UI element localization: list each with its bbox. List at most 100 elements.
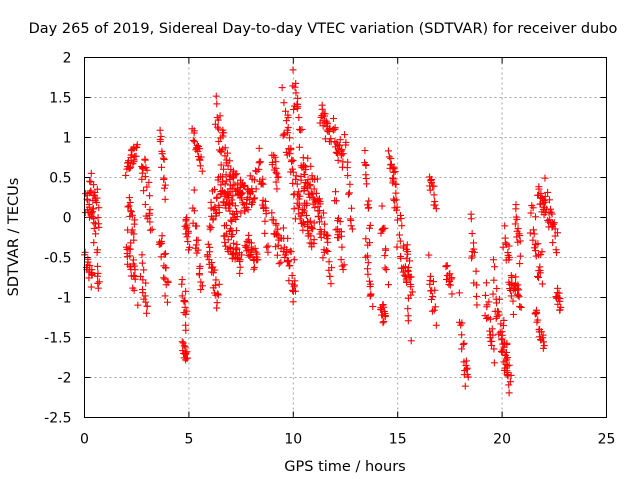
data-point bbox=[247, 239, 255, 247]
data-point bbox=[516, 252, 524, 260]
data-point bbox=[427, 179, 435, 187]
data-point bbox=[273, 230, 281, 238]
data-point bbox=[178, 338, 186, 346]
data-point bbox=[237, 191, 245, 199]
data-point bbox=[190, 207, 198, 215]
data-point bbox=[396, 237, 404, 245]
data-point bbox=[272, 178, 280, 186]
data-point bbox=[382, 246, 390, 254]
data-point bbox=[321, 112, 329, 120]
data-point bbox=[212, 92, 220, 100]
data-point bbox=[261, 217, 269, 225]
data-point bbox=[473, 292, 481, 300]
data-point bbox=[482, 279, 490, 287]
data-point bbox=[535, 183, 543, 191]
data-point bbox=[250, 195, 258, 203]
data-point bbox=[393, 203, 401, 211]
data-point bbox=[279, 132, 287, 140]
data-point bbox=[251, 176, 259, 184]
data-point bbox=[213, 304, 221, 312]
data-point bbox=[407, 283, 415, 291]
data-point bbox=[182, 310, 190, 318]
data-point bbox=[458, 345, 466, 353]
data-point bbox=[142, 279, 150, 287]
x-tick-label: 25 bbox=[598, 432, 616, 448]
data-point bbox=[362, 161, 370, 169]
y-tick-label: 1 bbox=[63, 131, 72, 147]
data-point bbox=[81, 248, 89, 256]
data-point bbox=[308, 190, 316, 198]
data-point bbox=[332, 197, 340, 205]
data-point bbox=[293, 180, 301, 188]
data-point bbox=[273, 170, 281, 178]
data-point bbox=[95, 204, 103, 212]
data-point bbox=[227, 232, 235, 240]
data-point bbox=[334, 141, 342, 149]
data-point bbox=[339, 266, 347, 274]
data-point bbox=[84, 258, 92, 266]
data-point bbox=[404, 305, 412, 313]
data-point bbox=[387, 155, 395, 163]
data-point bbox=[131, 275, 139, 283]
data-point bbox=[273, 251, 281, 259]
data-point bbox=[303, 222, 311, 230]
data-point bbox=[536, 263, 544, 271]
data-point bbox=[292, 175, 300, 183]
data-point bbox=[516, 303, 524, 311]
data-point bbox=[344, 190, 352, 198]
data-point bbox=[158, 232, 166, 240]
data-point bbox=[539, 334, 547, 342]
data-point bbox=[215, 208, 223, 216]
data-point bbox=[229, 210, 237, 218]
data-point bbox=[431, 303, 439, 311]
data-point bbox=[86, 177, 94, 185]
data-point bbox=[514, 292, 522, 300]
data-point bbox=[501, 222, 509, 230]
data-point bbox=[159, 154, 167, 162]
data-point bbox=[214, 123, 222, 131]
data-point bbox=[217, 181, 225, 189]
data-point bbox=[141, 173, 149, 181]
data-point bbox=[92, 230, 100, 238]
data-point bbox=[468, 230, 476, 238]
data-point bbox=[397, 252, 405, 260]
data-point bbox=[259, 180, 267, 188]
data-point bbox=[228, 217, 236, 225]
x-tick-label: 20 bbox=[493, 432, 511, 448]
data-point bbox=[291, 287, 299, 295]
data-point bbox=[158, 147, 166, 155]
data-point bbox=[130, 272, 138, 280]
data-point bbox=[307, 217, 315, 225]
data-point bbox=[289, 298, 297, 306]
data-point bbox=[300, 161, 308, 169]
data-point bbox=[142, 298, 150, 306]
data-point bbox=[241, 207, 249, 215]
data-point bbox=[365, 197, 373, 205]
data-point bbox=[211, 281, 219, 289]
data-point bbox=[425, 251, 433, 259]
data-point bbox=[348, 225, 356, 233]
data-point bbox=[232, 207, 240, 215]
data-point bbox=[214, 116, 222, 124]
data-point bbox=[553, 229, 561, 237]
data-point bbox=[157, 132, 165, 140]
data-point bbox=[341, 131, 349, 139]
data-point bbox=[458, 319, 466, 327]
data-point bbox=[211, 186, 219, 194]
data-point bbox=[298, 125, 306, 133]
data-point bbox=[427, 296, 435, 304]
data-point bbox=[95, 278, 103, 286]
data-point bbox=[310, 185, 318, 193]
data-point bbox=[290, 190, 298, 198]
data-point bbox=[549, 220, 557, 228]
data-point bbox=[182, 287, 190, 295]
data-point bbox=[381, 310, 389, 318]
data-point bbox=[505, 242, 513, 250]
data-point bbox=[312, 189, 320, 197]
data-point bbox=[284, 129, 292, 137]
data-point bbox=[460, 339, 468, 347]
data-point bbox=[499, 243, 507, 251]
data-point bbox=[397, 215, 405, 223]
plot-frame bbox=[84, 57, 607, 418]
